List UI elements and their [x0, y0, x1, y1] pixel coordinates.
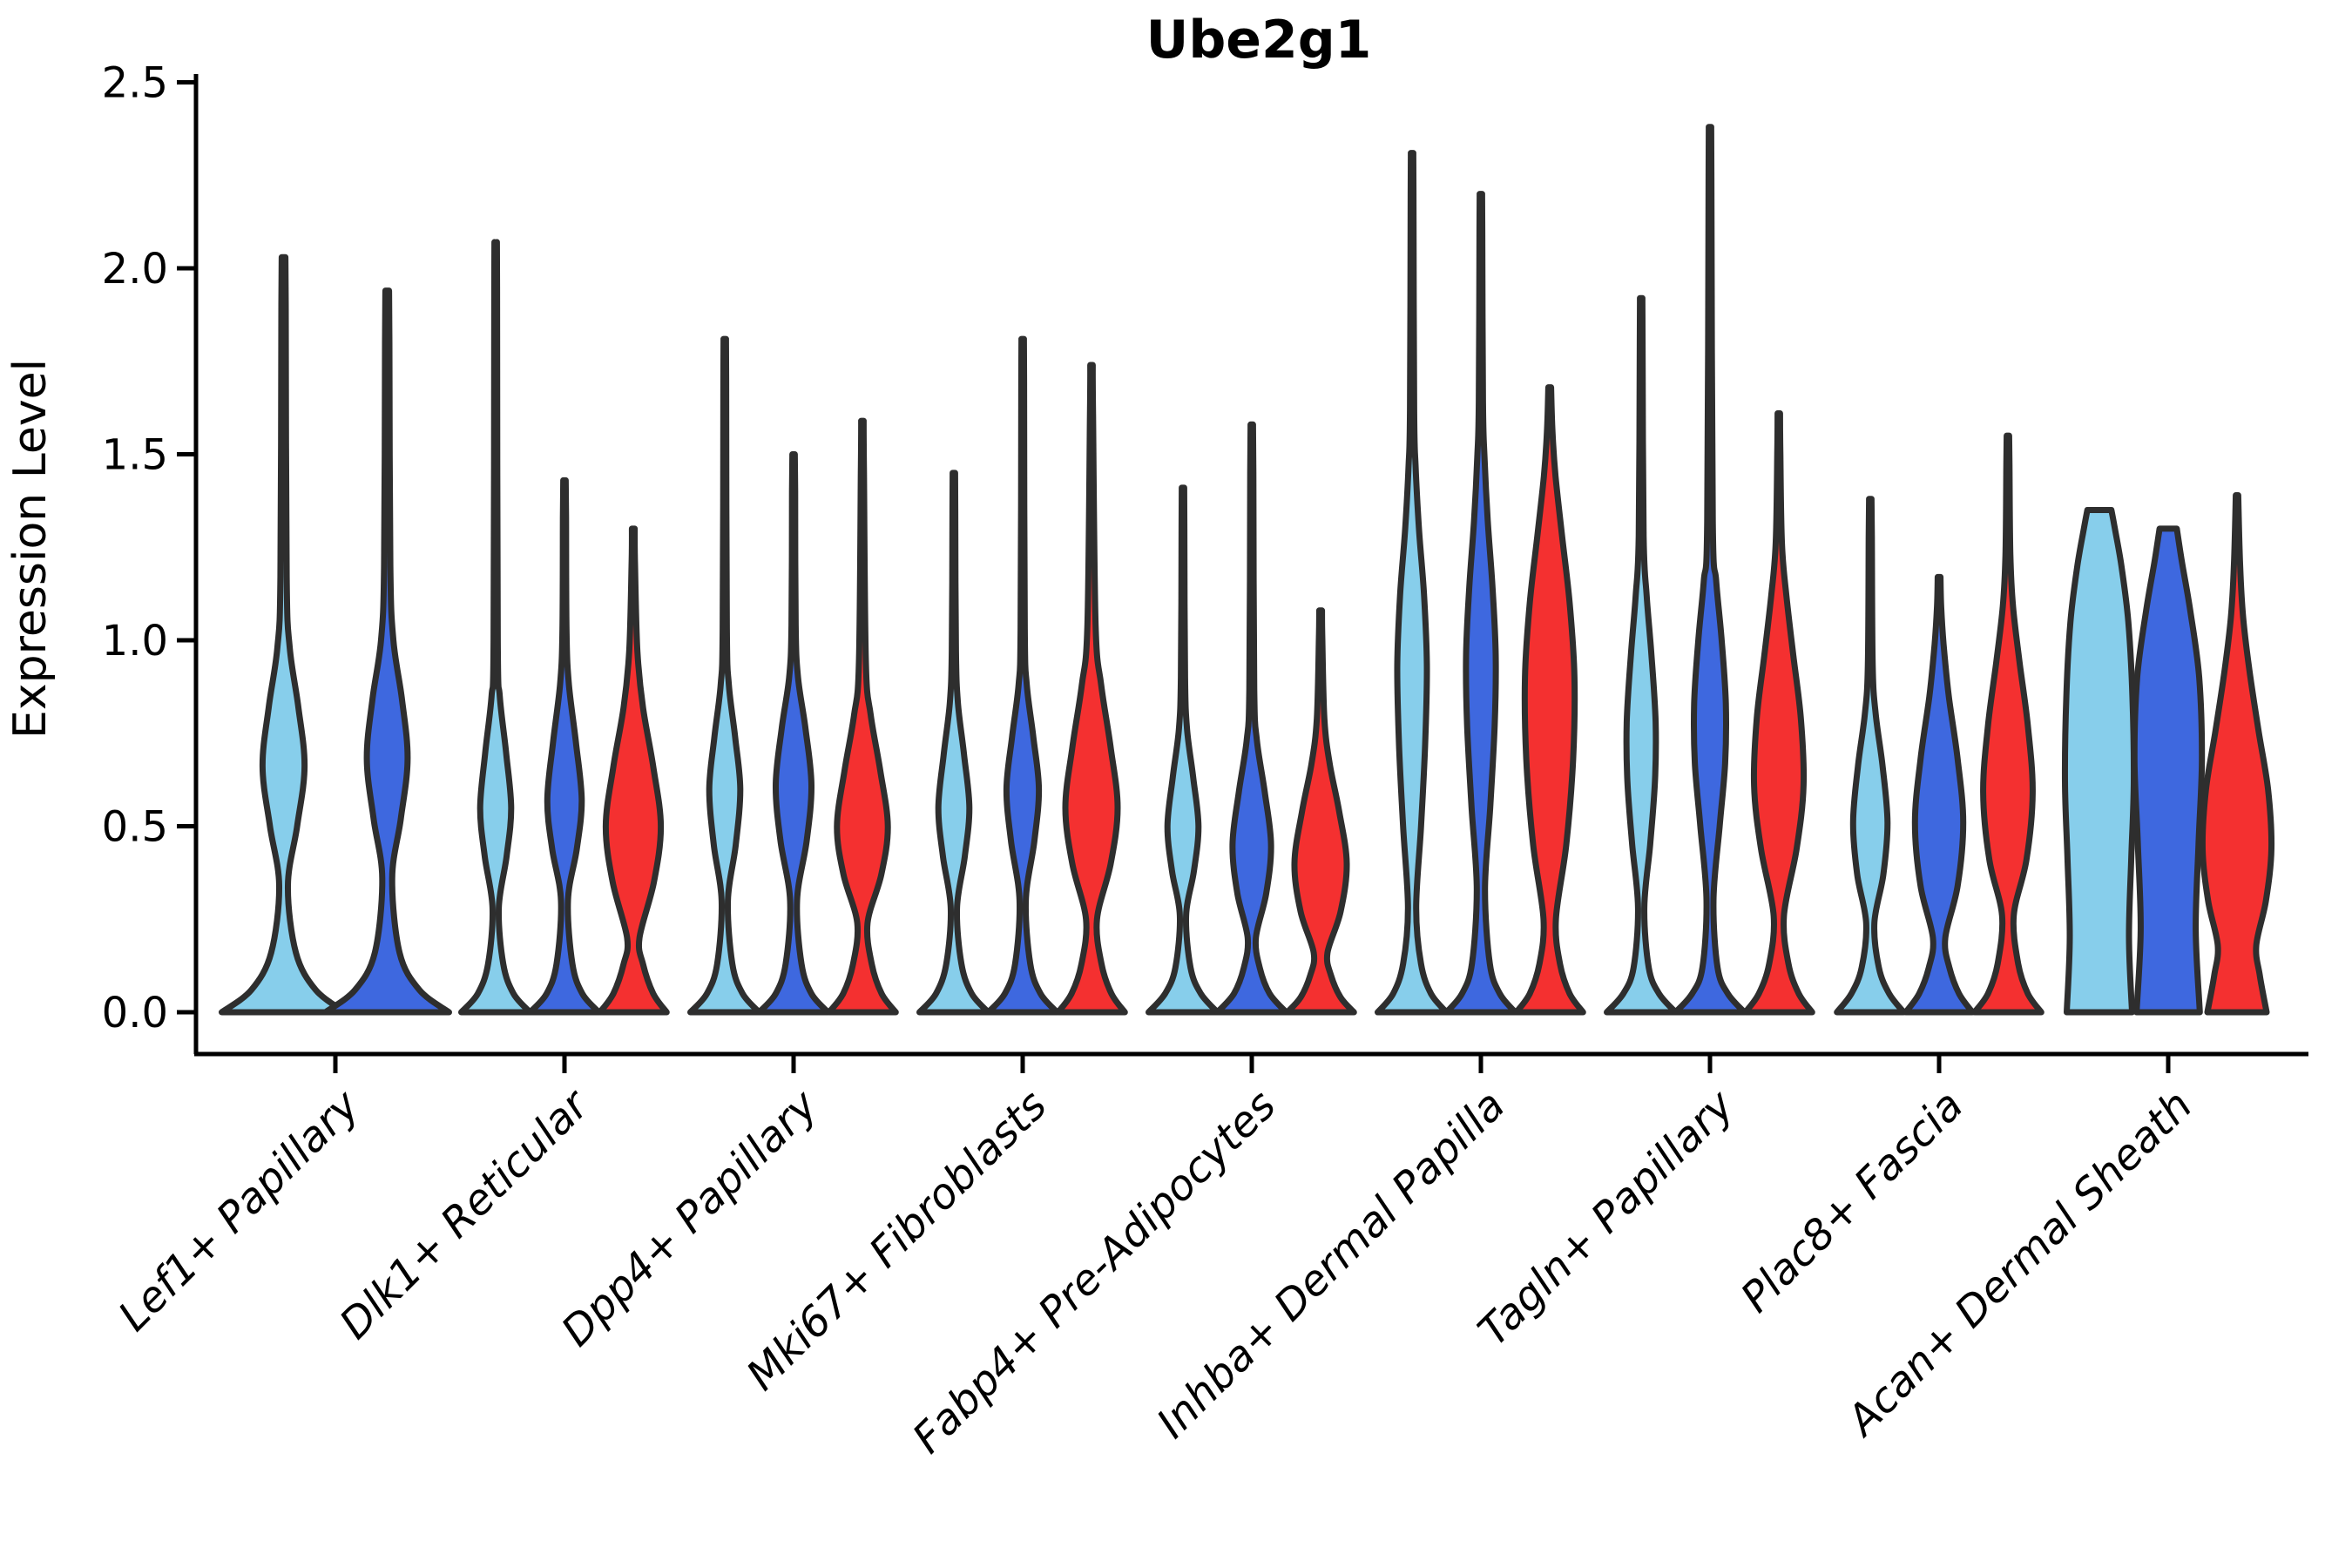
x-tick-label: Lef1+ Papillary — [109, 1080, 369, 1341]
x-tick-label: Fabp4+ Pre-Adipocytes — [903, 1081, 1286, 1463]
violin-group1-royal-blue — [322, 287, 452, 1016]
violin-group9-red — [2199, 492, 2275, 1016]
violin-group4-light-blue — [916, 470, 991, 1016]
violin-group4-royal-blue — [985, 335, 1060, 1016]
violin-group8-red — [1971, 432, 2044, 1016]
violin-group5-red — [1284, 607, 1357, 1016]
y-tick-labels: 0.0 0.5 1.0 1.5 2.0 2.5 — [102, 59, 168, 1038]
violin-group9-light-blue — [2061, 507, 2138, 1016]
violin-group3-light-blue — [687, 335, 762, 1016]
violin-group2-light-blue — [458, 239, 533, 1016]
violin-group8-royal-blue — [1903, 573, 1976, 1016]
violin-group2-red — [597, 525, 670, 1016]
axes — [177, 74, 2308, 1073]
y-tick-label: 1.5 — [102, 431, 168, 480]
y-tick-label: 1.0 — [102, 617, 168, 666]
chart-title: Ube2g1 — [1146, 10, 1372, 71]
violin-group5-light-blue — [1146, 484, 1220, 1016]
violin-group7-light-blue — [1604, 294, 1679, 1016]
y-tick-label: 0.5 — [102, 803, 168, 852]
violin-group6-light-blue — [1375, 150, 1450, 1016]
x-tick-label: Tagln+ Papillary — [1469, 1080, 1744, 1355]
violin-group3-red — [826, 417, 899, 1016]
violin-group9-royal-blue — [2131, 525, 2206, 1016]
violin-group2-royal-blue — [527, 476, 602, 1016]
violin-group6-red — [1513, 384, 1586, 1016]
violin-group7-red — [1742, 410, 1815, 1016]
violin-group5-royal-blue — [1214, 421, 1289, 1016]
violins-layer — [219, 124, 2275, 1016]
y-tick-label: 2.5 — [102, 59, 168, 108]
x-tick-label: Dlk1+ Reticular — [330, 1079, 600, 1349]
violin-group3-royal-blue — [756, 451, 831, 1016]
violin-group8-light-blue — [1834, 496, 1907, 1016]
violin-group7-royal-blue — [1673, 124, 1747, 1016]
y-tick-label: 2.0 — [102, 245, 168, 294]
y-axis-label: Expression Level — [4, 359, 57, 739]
x-tick-label: Plac8+ Fascia — [1732, 1081, 1973, 1322]
y-tick-label: 0.0 — [102, 989, 168, 1037]
violin-group6-royal-blue — [1443, 191, 1518, 1016]
x-tick-label: Dpp4+ Papillary — [552, 1080, 828, 1355]
violin-group4-red — [1055, 362, 1128, 1016]
violin-group1-light-blue — [219, 253, 348, 1016]
